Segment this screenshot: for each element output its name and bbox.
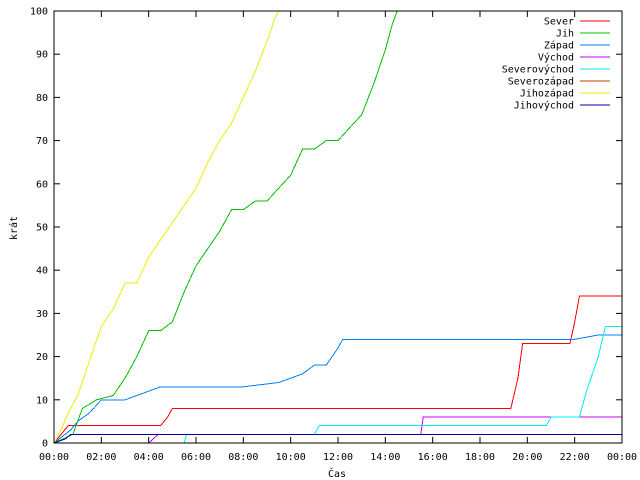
x-tick-label: 04:00	[134, 452, 164, 463]
series-line-5	[54, 325, 622, 443]
legend: SeverJihZápadVýchodSeverovýchodSeverozáp…	[502, 17, 610, 112]
x-tick-label: 14:00	[370, 452, 400, 463]
x-tick-label: 22:00	[560, 452, 590, 463]
x-axis-label: Čas	[328, 467, 346, 480]
x-tick-label: 02:00	[86, 452, 116, 463]
y-tick-label: 70	[36, 136, 48, 147]
y-tick-label: 40	[36, 266, 48, 277]
legend-label: Východ	[538, 52, 574, 64]
series-line-7	[54, 11, 280, 443]
x-tick-label: 06:00	[181, 452, 211, 463]
y-axis-label: krát	[8, 216, 20, 240]
y-tick-label: 20	[36, 352, 48, 363]
series-line-1	[54, 295, 622, 443]
axes: 00:00 02:00 04:00 06:00 08:00 10:00 12:00 14:00…	[30, 7, 637, 464]
x-tick-label: 20:00	[512, 452, 542, 463]
legend-label: Sever	[544, 17, 574, 28]
legend-label: Severozápad	[508, 76, 574, 88]
x-tick-label: 18:00	[465, 452, 495, 463]
legend-label: Západ	[544, 40, 574, 52]
series-line-2	[54, 11, 398, 443]
x-tick-label: 08:00	[228, 452, 258, 463]
x-tick-label: 16:00	[418, 452, 448, 463]
y-tick-label: 100	[30, 7, 48, 18]
legend-label: Jihozápad	[520, 88, 574, 100]
y-tick-label: 30	[36, 309, 48, 320]
y-tick-label: 80	[36, 93, 48, 104]
plot-series	[54, 11, 622, 443]
x-tick-label: 00:00	[39, 452, 69, 463]
y-tick-label: 0	[42, 439, 48, 450]
x-tick-label: 12:00	[323, 452, 353, 463]
y-tick-label: 90	[36, 50, 48, 61]
y-tick-label: 50	[36, 223, 48, 234]
y-tick-label: 60	[36, 179, 48, 190]
legend-label: Jihovýchod	[514, 100, 574, 112]
y-tick-label: 10	[36, 395, 48, 406]
x-tick-label: 10:00	[276, 452, 306, 463]
x-tick-label: 00:00	[607, 452, 637, 463]
legend-label: Jih	[556, 29, 574, 40]
legend-label: Severovýchod	[502, 64, 574, 76]
series-line-8	[54, 433, 622, 443]
series-line-3	[54, 334, 622, 443]
